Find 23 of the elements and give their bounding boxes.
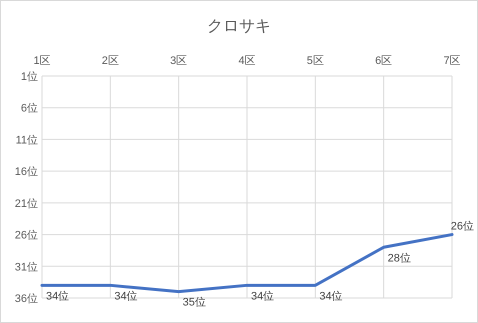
x-tick-label: 1区 — [33, 55, 51, 67]
data-label: 26位 — [450, 220, 474, 233]
data-label: 34位 — [319, 290, 343, 302]
x-tick-label: 4区 — [238, 55, 256, 67]
y-tick-label: 21位 — [14, 198, 38, 210]
data-label: 28位 — [388, 252, 411, 264]
x-tick-label: 7区 — [443, 55, 461, 67]
y-tick-label: 36位 — [14, 293, 38, 305]
data-label: 34位 — [46, 290, 70, 302]
x-tick-label: 5区 — [306, 55, 324, 67]
data-label: 34位 — [114, 290, 138, 302]
x-tick-label: 6区 — [375, 55, 392, 67]
y-tick-label: 16位 — [14, 166, 38, 178]
x-tick-label: 3区 — [170, 55, 188, 67]
x-tick-label: 2区 — [102, 55, 119, 67]
y-tick-label: 6位 — [20, 102, 38, 115]
data-label: 34位 — [251, 290, 274, 302]
y-tick-label: 26位 — [14, 230, 38, 242]
y-tick-label: 11位 — [16, 134, 38, 146]
data-label: 35位 — [182, 296, 206, 309]
y-tick-label: 31位 — [14, 261, 38, 274]
chart-title: クロサキ — [207, 18, 271, 35]
y-tick-label: 1位 — [20, 71, 38, 83]
